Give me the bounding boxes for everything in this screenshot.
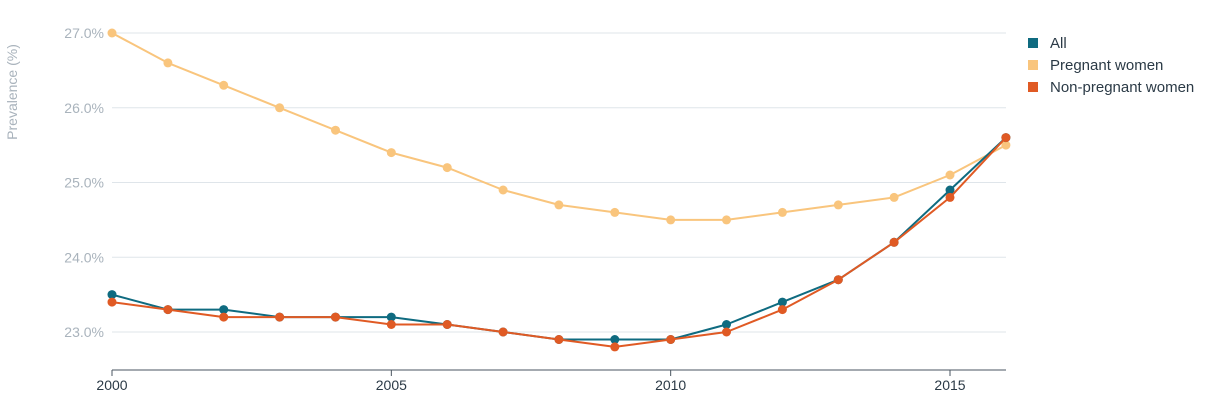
data-point-pregnant-women xyxy=(777,207,787,217)
data-point-non-pregnant-women xyxy=(945,192,955,202)
legend-swatch xyxy=(1028,82,1038,92)
data-point-all xyxy=(945,185,955,195)
data-point-all xyxy=(610,335,620,344)
y-tick-label: 24.0% xyxy=(64,249,104,265)
data-point-non-pregnant-women xyxy=(163,305,173,315)
legend-label: Non-pregnant women xyxy=(1050,78,1195,96)
data-point-all xyxy=(107,290,117,300)
data-point-non-pregnant-women xyxy=(331,312,340,322)
series-pregnant-women xyxy=(107,28,1011,225)
legend-swatch xyxy=(1028,38,1038,48)
data-point-pregnant-women xyxy=(833,200,843,210)
y-tick-label: 27.0% xyxy=(64,25,104,41)
legend-item-all[interactable]: All xyxy=(1028,32,1194,54)
x-tick-label: 2015 xyxy=(934,377,965,393)
series-lines xyxy=(107,28,1011,352)
series-all xyxy=(107,133,1011,344)
y-axis-title: Prevalence (%) xyxy=(4,44,20,140)
data-point-non-pregnant-women xyxy=(722,327,731,337)
data-point-pregnant-women xyxy=(219,80,229,90)
series-line-all xyxy=(111,136,1007,341)
legend-label: Pregnant women xyxy=(1050,56,1164,74)
data-point-pregnant-women xyxy=(442,163,452,173)
x-tick-label: 2005 xyxy=(376,377,407,393)
data-point-non-pregnant-women xyxy=(666,335,676,344)
axes: 23.0% 24.0% 25.0% 26.0% 27.0% 2000 2005 2010 201… xyxy=(64,25,1006,393)
x-tick-label: 2010 xyxy=(655,377,686,393)
data-point-non-pregnant-women xyxy=(498,327,508,337)
data-point-pregnant-women xyxy=(331,125,340,135)
data-point-non-pregnant-women xyxy=(275,312,285,322)
data-point-pregnant-women xyxy=(666,215,676,225)
data-point-pregnant-women xyxy=(163,58,173,68)
y-tick-label: 23.0% xyxy=(64,324,104,340)
data-point-non-pregnant-women xyxy=(777,305,787,315)
data-point-pregnant-women xyxy=(107,28,117,38)
data-point-non-pregnant-women xyxy=(889,237,899,247)
legend-label: All xyxy=(1050,34,1067,52)
data-point-pregnant-women xyxy=(610,207,620,217)
data-point-non-pregnant-women xyxy=(610,342,620,352)
legend-swatch xyxy=(1028,60,1038,70)
data-point-non-pregnant-women xyxy=(833,275,843,285)
legend-item-pregnant-women[interactable]: Pregnant women xyxy=(1028,54,1194,76)
x-tick-label: 2000 xyxy=(96,377,127,393)
data-point-all xyxy=(386,312,396,322)
data-point-non-pregnant-women xyxy=(107,297,117,307)
legend: All Pregnant women Non-pregnant women xyxy=(1028,32,1194,98)
data-point-pregnant-women xyxy=(722,215,731,225)
data-point-non-pregnant-women xyxy=(219,312,229,322)
gridlines xyxy=(112,32,1006,333)
legend-item-non-pregnant-women[interactable]: Non-pregnant women xyxy=(1028,76,1194,98)
data-point-pregnant-women xyxy=(554,200,564,210)
data-point-pregnant-women xyxy=(498,185,508,195)
series-line-pregnant-women xyxy=(111,32,1007,221)
data-point-non-pregnant-women xyxy=(442,320,452,329)
data-point-pregnant-women xyxy=(1001,140,1011,150)
series-non-pregnant-women xyxy=(107,133,1011,352)
data-point-pregnant-women xyxy=(945,170,955,180)
data-point-pregnant-women xyxy=(386,148,396,158)
data-point-pregnant-women xyxy=(275,103,285,113)
data-point-all xyxy=(219,305,229,315)
y-tick-label: 25.0% xyxy=(64,175,104,191)
data-point-non-pregnant-women xyxy=(386,320,396,329)
data-point-non-pregnant-women xyxy=(1001,133,1011,143)
data-point-non-pregnant-women xyxy=(554,335,564,344)
y-tick-label: 26.0% xyxy=(64,100,104,116)
series-line-non-pregnant-women xyxy=(111,136,1007,348)
data-point-all xyxy=(722,320,731,329)
data-point-all xyxy=(777,297,787,307)
data-point-pregnant-women xyxy=(889,192,899,202)
